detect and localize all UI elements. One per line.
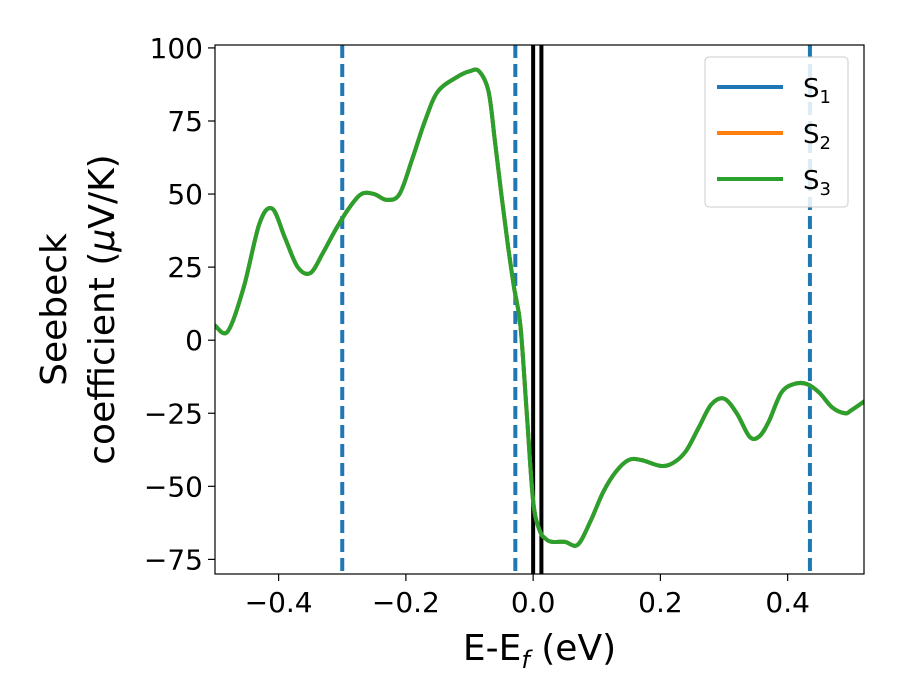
y-axis-label-post: V/K) (82, 154, 123, 228)
y-tick-label: 75 (167, 105, 203, 138)
y-tick-label: −75 (144, 543, 203, 576)
y-axis-label-line2: coefficient (μV/K) (82, 154, 123, 464)
y-tick-label: 25 (167, 251, 203, 284)
x-axis-label: E-Ef (eV) (463, 628, 616, 674)
x-tick-label: 0.0 (511, 586, 556, 619)
legend-label-2: S2 (803, 120, 831, 154)
y-tick-label: −25 (144, 397, 203, 430)
y-axis: 100 75 50 25 0 −25 −50 −75 (144, 32, 215, 576)
y-tick-label: 100 (150, 32, 203, 65)
axes-frame (214, 44, 865, 575)
y-axis-label-line1: Seebeck (34, 233, 75, 386)
x-tick-label: −0.2 (372, 586, 440, 619)
plot-area (215, 45, 864, 574)
legend-label-3: S3 (803, 166, 831, 200)
x-axis-label-main: E-E (463, 628, 521, 669)
y-tick-label: 50 (167, 178, 203, 211)
y-axis-label-mu: μ (82, 229, 123, 253)
legend: S1 S2 S3 (704, 56, 849, 208)
x-axis: −0.4 −0.2 0.0 0.2 0.4 (245, 574, 810, 619)
x-tick-label: −0.4 (245, 586, 313, 619)
y-tick-label: 0 (185, 324, 203, 357)
y-tick-label: −50 (144, 470, 203, 503)
series-line-3 (215, 67, 864, 548)
x-axis-label-tail: (eV) (530, 628, 616, 669)
y-axis-label-pre: coefficient ( (82, 252, 123, 465)
legend-label-1: S1 (803, 74, 831, 108)
x-tick-label: 0.4 (765, 586, 810, 619)
x-tick-label: 0.2 (638, 586, 683, 619)
